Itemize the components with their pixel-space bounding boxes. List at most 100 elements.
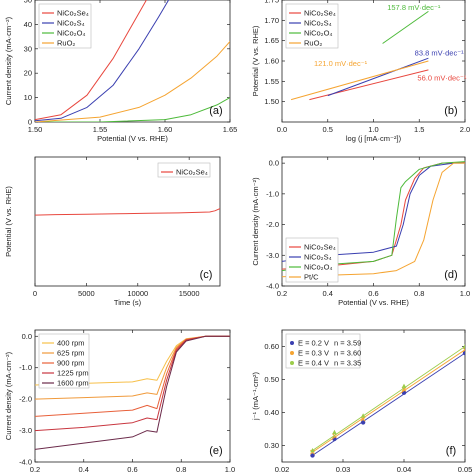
legend-label: NiCo₂S₄ [304, 253, 332, 262]
panel-b: 0.0 0.5 1.0 1.5 2.0 1.50 1.55 1.60 1.65 1.70 1.75 l… [251, 0, 470, 143]
data-point [462, 347, 465, 353]
y-tick-label: -2.0 [266, 220, 279, 229]
legend-label: 1225 rpm [57, 369, 89, 378]
x-tick-label: 0.2 [30, 465, 40, 474]
x-tick-label: 0.05 [458, 465, 473, 474]
fit-line [312, 349, 465, 453]
legend-n-value: n = 3.60 [334, 349, 361, 358]
y-tick-label: 0.0 [269, 159, 279, 168]
x-tick-label: 1.65 [223, 125, 238, 134]
x-axis-label: Potential (V vs. RHE) [338, 298, 409, 307]
slope-annotation: 157.8 mV·dec⁻¹ [387, 3, 441, 12]
y-tick-label: 50 [24, 0, 32, 5]
legend: E = 0.2 V n = 3.59 E = 0.3 V n = 3.60 E = 0.… [285, 333, 361, 369]
legend-marker [290, 361, 294, 365]
series-group [290, 10, 429, 101]
y-tick-label: 0.30 [264, 441, 279, 450]
legend-label: NiCo₂S₄ [304, 19, 332, 28]
x-tick-label: 1.50 [28, 125, 43, 134]
legend-label: NiCo₂Se₄ [176, 168, 208, 177]
data-point [360, 420, 366, 425]
legend-box [285, 333, 361, 369]
x-tick-label: 1.5 [414, 125, 424, 134]
x-tick-label: 1.55 [93, 125, 108, 134]
plot-frame [281, 329, 466, 463]
y-axis-label: Current density (mA·cm⁻²) [4, 351, 13, 440]
panel-label: (c) [200, 269, 213, 281]
series-line [35, 335, 230, 450]
series-line [382, 10, 429, 44]
y-tick-label: 0 [28, 118, 32, 127]
legend-label: NiCo₂O₄ [57, 29, 85, 38]
y-tick-label: 0.50 [264, 375, 279, 384]
data-point [360, 413, 366, 418]
legend-box [285, 237, 339, 283]
legend-label: E = 0.2 V [298, 339, 329, 348]
x-tick-label: 0.2 [277, 289, 287, 298]
y-tick-label: 1.65 [264, 36, 279, 45]
data-point [310, 453, 315, 458]
x-tick-label: 5000 [78, 289, 95, 298]
legend-label: NiCo₂Se₄ [304, 9, 336, 18]
legend-label: NiCo₂Se₄ [304, 243, 336, 252]
y-tick-label: -4.0 [19, 458, 32, 467]
y-axis-label: Potential (V vs. RHE) [251, 25, 260, 96]
legend-label: NiCo₂O₄ [304, 29, 332, 38]
panel-c: 0 5000 10000 15000 Time (s) Potential (V vs. … [4, 156, 221, 307]
series-line [327, 57, 429, 97]
plot-frame [34, 156, 221, 287]
y-tick-label: -3.0 [19, 426, 32, 435]
series-line [35, 41, 230, 122]
x-tick-label: 1.0 [368, 125, 378, 134]
legend-n-value: n = 3.59 [334, 339, 361, 348]
panel-a: 1.50 1.55 1.60 1.65 0 10 20 30 40 50 Potential (V … [4, 0, 237, 143]
legend-box [38, 3, 92, 49]
y-axis-label: j⁻¹ (mA⁻¹·cm²) [251, 372, 260, 421]
series-line [282, 162, 465, 278]
series-group [35, 0, 230, 122]
x-tick-label: 15000 [179, 289, 200, 298]
legend-box [157, 162, 211, 178]
x-tick-label: 0.02 [275, 465, 290, 474]
data-point [462, 344, 465, 349]
y-tick-label: 1.75 [264, 0, 279, 5]
legend-label: NiCo₂Se₄ [57, 9, 89, 18]
series-line [309, 69, 429, 101]
y-tick-label: 0.40 [264, 408, 279, 417]
legend-label: 1600 rpm [57, 379, 89, 388]
x-tick-label: 0.03 [336, 465, 351, 474]
panel-label: (d) [444, 269, 457, 281]
y-tick-label: 20 [24, 69, 32, 78]
x-axis-label: Time (s) [114, 298, 142, 307]
x-axis-label: Potential (V vs. RHE) [97, 134, 168, 143]
legend-n-value: n = 3.35 [334, 359, 361, 368]
y-tick-label: 1.60 [264, 57, 279, 66]
x-tick-label: 0.4 [323, 289, 333, 298]
series-group [310, 344, 465, 458]
y-tick-label: -2.0 [19, 395, 32, 404]
panel-d: 0.2 0.4 0.6 0.8 1.0 -4.0 -3.0 -2.0 -1.0 0.0 Potent… [251, 156, 470, 307]
legend-label: NiCo₂O₄ [304, 263, 332, 272]
legend-label: E = 0.3 V [298, 349, 329, 358]
panel-f: 0.020.030.040.050.300.400.500.60ω⁻¹/² (r… [251, 329, 473, 474]
y-axis-label: Current density (mA·cm⁻²) [4, 16, 13, 105]
series-line [282, 161, 465, 272]
fit-line [312, 346, 465, 451]
legend-marker [290, 351, 294, 355]
legend-box [285, 3, 339, 49]
plot-frame [34, 0, 231, 123]
x-tick-label: 0.6 [368, 289, 378, 298]
x-tick-label: 1.0 [225, 465, 235, 474]
data-point [310, 447, 315, 453]
x-tick-label: 0.5 [323, 125, 333, 134]
y-tick-label: 1.55 [264, 77, 279, 86]
legend-label: 625 rpm [57, 349, 85, 358]
series-group [282, 161, 465, 278]
x-tick-label: 10000 [127, 289, 148, 298]
y-axis-label: Current density (mA·cm⁻²) [251, 177, 260, 266]
panel-label: (b) [444, 105, 457, 117]
panel-label: (a) [209, 105, 222, 117]
series-line [282, 162, 465, 262]
